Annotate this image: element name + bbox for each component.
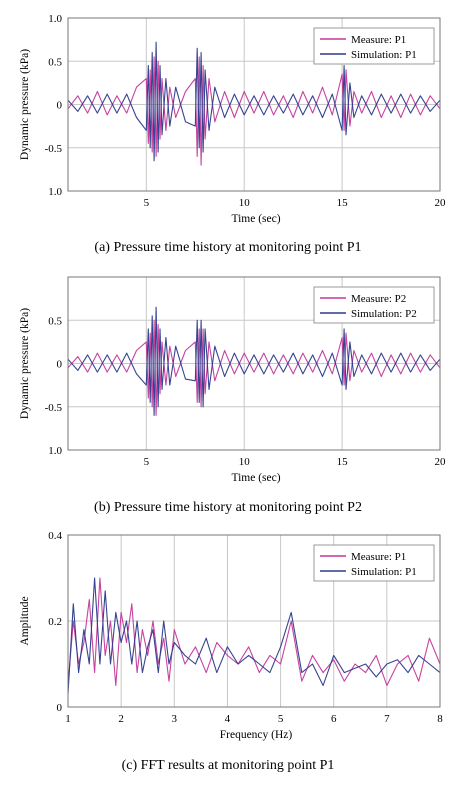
x-tick-label: 1 (65, 713, 71, 725)
legend: Measure: P1 Simulation: P1 (313, 27, 435, 65)
chart-panel-c: 0.4 0.2 01 2 3 4 5 6 7 8 Frequency (Hz) Amplitude Me… (19, 530, 443, 773)
x-tick-label: 5 (144, 456, 150, 468)
figure-caption: (c) FFT results at monitoring point P1 (122, 758, 335, 773)
x-axis-label: Frequency (Hz) (220, 729, 293, 741)
x-tick-label: 20 (435, 197, 447, 209)
y-tick-label: 1.0 (48, 186, 62, 198)
y-tick-label: 0 (57, 359, 63, 371)
chart-panel-a: 1.0 0.5 0 -0.5 1.0 5 10 15 20 Time (sec) Dynamic p… (19, 13, 446, 255)
legend-entry: Simulation: P1 (351, 49, 417, 61)
x-axis-label: Time (sec) (231, 213, 280, 225)
x-tick-label: 4 (225, 713, 231, 725)
legend-entry: Measure: P2 (351, 293, 406, 305)
y-tick-label: -0.5 (45, 143, 63, 155)
x-tick-label: 2 (118, 713, 124, 725)
y-axis-label: Amplitude (19, 596, 31, 645)
plot-frame (67, 534, 441, 708)
x-tick-label: 10 (239, 456, 251, 468)
plot-frame (67, 276, 441, 451)
figure-caption: (a) Pressure time history at monitoring … (94, 240, 361, 255)
legend-entry: Simulation: P1 (351, 566, 417, 578)
legend-box (313, 286, 435, 324)
legend-entry: Simulation: P2 (351, 308, 417, 320)
y-tick-label: 1.0 (48, 445, 62, 457)
y-tick-label: 0.4 (48, 530, 62, 542)
x-tick-label: 6 (331, 713, 337, 725)
series-line-measure (67, 319, 441, 416)
series-line-simulation (67, 306, 441, 416)
x-tick-label: 5 (278, 713, 284, 725)
x-tick-label: 15 (337, 197, 349, 209)
x-axis-label: Time (sec) (231, 472, 280, 484)
legend-box (313, 27, 435, 65)
x-tick-label: 15 (337, 456, 349, 468)
y-tick-label: 1.0 (48, 13, 62, 25)
x-tick-label: 5 (144, 197, 150, 209)
chart-panel-b: 0.5 0 -0.5 1.0 5 10 15 20 Time (sec) Dynamic pres… (19, 276, 447, 515)
legend: Measure: P2 Simulation: P2 (313, 286, 435, 324)
y-tick-label: 0 (57, 100, 63, 112)
x-tick-label: 20 (435, 456, 447, 468)
y-tick-label: 0 (57, 702, 63, 714)
series-line-measure (67, 56, 441, 166)
legend-entry: Measure: P1 (351, 34, 406, 46)
x-tick-label: 8 (437, 713, 443, 725)
legend: Measure: P1 Simulation: P1 (313, 544, 435, 582)
plot-frame (67, 17, 441, 192)
series-line-simulation (67, 577, 441, 695)
legend-box (313, 544, 435, 582)
y-axis-label: Dynamic pressure (kPa) (19, 49, 31, 160)
x-tick-label: 7 (384, 713, 390, 725)
legend-entry: Measure: P1 (351, 551, 406, 563)
y-axis-label: Dynamic pressure (kPa) (19, 308, 31, 419)
series-line-measure (67, 577, 441, 687)
x-tick-label: 3 (172, 713, 178, 725)
y-tick-label: 0.2 (48, 616, 62, 628)
y-tick-label: 0.5 (48, 315, 62, 327)
y-tick-label: -0.5 (45, 402, 63, 414)
figure-caption: (b) Pressure time history at monitoring … (94, 500, 362, 515)
x-tick-label: 10 (239, 197, 251, 209)
series-line-simulation (67, 41, 441, 162)
y-tick-label: 0.5 (48, 56, 62, 68)
